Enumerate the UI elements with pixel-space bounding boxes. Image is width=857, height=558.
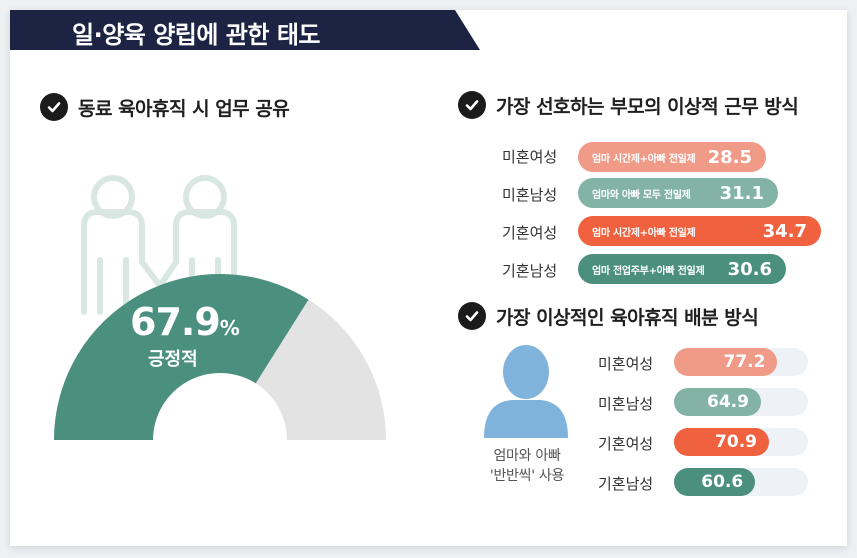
- person-icon: [484, 345, 568, 438]
- bar-track: 60.6: [674, 468, 808, 496]
- bar-value: 77.2: [723, 352, 766, 372]
- section3-title: 가장 이상적인 육아휴직 배분 방식: [496, 306, 759, 329]
- check-icon: [458, 302, 486, 330]
- bar-value: 30.6: [727, 258, 772, 280]
- two-people-holding-hands-icon: [81, 175, 237, 315]
- caption-line: 엄마와 아빠: [493, 448, 561, 464]
- bar-value: 31.1: [719, 182, 764, 204]
- bar-value: 60.6: [701, 472, 744, 492]
- bar-label: 엄마 시간제+아빠 전일제: [592, 153, 696, 165]
- bar-value: 70.9: [715, 432, 757, 452]
- gauge-value: 67.9%: [130, 300, 240, 344]
- row-label: 미혼여성: [502, 148, 558, 166]
- check-icon: [458, 91, 486, 119]
- bar-track: 64.9: [674, 388, 808, 416]
- bar: 77.2: [674, 348, 778, 376]
- gauge-value-unit: %: [219, 316, 240, 340]
- bar: 엄마와 아빠 모두 전일제 31.1: [578, 178, 778, 208]
- gauge-value-number: 67.9: [130, 300, 221, 344]
- section1-title: 동료 육아휴직 시 업무 공유: [78, 97, 290, 120]
- bar-value: 28.5: [707, 146, 752, 168]
- gauge-label: 긍정적: [148, 349, 198, 370]
- bar: 70.9: [674, 428, 769, 456]
- bar: 엄마 시간제+아빠 전일제 28.5: [578, 142, 766, 172]
- bar-track: 70.9: [674, 428, 808, 456]
- bar: 엄마 시간제+아빠 전일제 34.7: [578, 216, 821, 246]
- bar: 64.9: [674, 388, 761, 416]
- bar-value: 34.7: [762, 220, 807, 242]
- row-label: 기혼남성: [502, 262, 558, 280]
- section2-title: 가장 선호하는 부모의 이상적 근무 방식: [496, 95, 799, 118]
- row-label: 기혼여성: [502, 224, 558, 242]
- row-label: 미혼여성: [598, 355, 654, 373]
- section1-heading: 동료 육아휴직 시 업무 공유: [40, 93, 290, 121]
- section2-heading: 가장 선호하는 부모의 이상적 근무 방식: [458, 91, 799, 119]
- caption-line: '반반씩' 사용: [489, 468, 565, 484]
- row-label: 미혼남성: [502, 186, 558, 204]
- bar: 60.6: [674, 468, 756, 496]
- page-title: 일·양육 양립에 관한 태도: [72, 21, 320, 49]
- gauge-chart: [54, 175, 386, 440]
- bar: 엄마 전업주부+아빠 전일제 30.6: [578, 254, 786, 284]
- title-banner-shape: [10, 10, 480, 50]
- row-label: 기혼여성: [598, 435, 654, 453]
- person-caption: 엄마와 아빠 '반반씩' 사용: [472, 446, 582, 486]
- title-banner: 일·양육 양립에 관한 태도: [10, 10, 480, 50]
- bar-value: 64.9: [707, 392, 749, 412]
- gauge-fill: [54, 274, 309, 440]
- bar-label: 엄마 시간제+아빠 전일제: [592, 227, 696, 239]
- row-label: 미혼남성: [598, 395, 654, 413]
- bar-track: 77.2: [674, 348, 808, 376]
- bar-label: 엄마와 아빠 모두 전일제: [592, 189, 691, 201]
- section3-heading: 가장 이상적인 육아휴직 배분 방식: [458, 302, 759, 330]
- row-label: 기혼남성: [598, 475, 654, 493]
- check-icon: [40, 93, 68, 121]
- bar-label: 엄마 전업주부+아빠 전일제: [592, 265, 705, 277]
